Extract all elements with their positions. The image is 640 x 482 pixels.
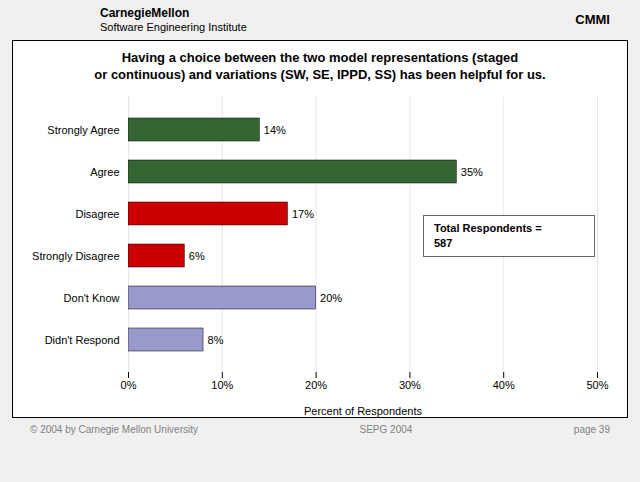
html-text:587: 587 [434, 237, 453, 249]
html-text:CMMI: CMMI [575, 12, 610, 27]
html-text:CarnegieMellon: CarnegieMellon [100, 6, 190, 20]
svg-text:Agree: Agree [90, 166, 119, 178]
svg-text:40%: 40% [493, 379, 515, 391]
svg-text:Strongly Disagree: Strongly Disagree [32, 250, 119, 262]
svg-text:8%: 8% [208, 334, 224, 346]
svg-text:Strongly Agree: Strongly Agree [47, 124, 119, 136]
svg-text:0%: 0% [121, 379, 137, 391]
svg-text:Don't Know: Don't Know [64, 292, 120, 304]
svg-text:35%: 35% [461, 166, 483, 178]
html-text:© 2004 by Carnegie Mellon Univ: © 2004 by Carnegie Mellon University [30, 424, 198, 435]
html-text:SEPG 2004: SEPG 2004 [359, 424, 413, 435]
svg-text:Disagree: Disagree [75, 208, 119, 220]
svg-text:17%: 17% [292, 208, 314, 220]
svg-text:10%: 10% [211, 379, 233, 391]
svg-text:14%: 14% [264, 124, 286, 136]
svg-text:50%: 50% [586, 379, 608, 391]
svg-text:Percent of Respondents: Percent of Respondents [304, 405, 423, 417]
html-text:Having a choice between the tw: Having a choice between the two model re… [94, 50, 546, 82]
svg-text:20%: 20% [305, 379, 327, 391]
svg-text:30%: 30% [399, 379, 421, 391]
html-text:Software Engineering Institute: Software Engineering Institute [100, 21, 247, 33]
html-text:page 39: page 39 [573, 424, 610, 435]
svg-text:6%: 6% [189, 250, 205, 262]
svg-text:20%: 20% [320, 292, 342, 304]
html-text:Total Respondents =: Total Respondents = [434, 222, 542, 234]
svg-text:Didn't Respond: Didn't Respond [45, 334, 120, 346]
